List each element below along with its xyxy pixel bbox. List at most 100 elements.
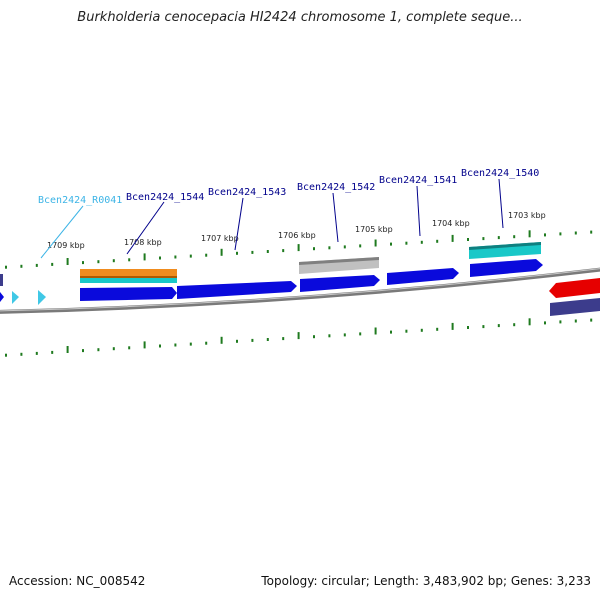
inner-tick-5: [82, 349, 84, 353]
inner-tick-19: [297, 332, 300, 340]
outer-tick-15: [236, 251, 238, 255]
gene-label-1541[interactable]: Bcen2424_1541: [379, 175, 457, 186]
outer-tick-5: [82, 261, 84, 265]
kbp-label-1705: 1705 kbp: [355, 225, 393, 234]
inner-tick-27: [420, 328, 423, 332]
gene-arrow-1541[interactable]: [387, 268, 459, 285]
gene-arrow-left-edge[interactable]: [0, 292, 4, 302]
leader-line-1544: [126, 201, 165, 255]
inner-tick-34: [528, 318, 531, 326]
outer-tick-6: [97, 260, 100, 264]
outer-tick-26: [405, 241, 408, 245]
inner-tick-23: [359, 332, 362, 336]
inner-tick-30: [467, 326, 469, 329]
leader-line-r0041: [40, 205, 84, 259]
outer-tick-0: [5, 265, 7, 269]
outer-tick-22: [343, 245, 346, 249]
outer-tick-4: [66, 258, 69, 265]
gene-label-1540[interactable]: Bcen2424_1540: [461, 168, 539, 179]
outer-tick-32: [497, 236, 500, 240]
chromosome-backbone-highlight: [0, 268, 600, 312]
outer-tick-9: [143, 253, 146, 261]
gene-arrow-1543[interactable]: [177, 281, 297, 299]
outer-tick-25: [390, 242, 392, 246]
inner-tick-14: [220, 336, 223, 344]
outer-tick-24: [374, 239, 377, 247]
outer-tick-37: [574, 231, 577, 235]
outer-tick-38: [590, 230, 593, 234]
leader-line-1543: [234, 197, 244, 251]
kbp-label-1707: 1707 kbp: [201, 234, 239, 243]
outer-tick-17: [266, 250, 269, 253]
inner-tick-24: [374, 327, 377, 335]
inner-tick-15: [236, 339, 238, 343]
outer-tick-28: [436, 239, 439, 243]
map-title: Burkholderia cenocepacia HI2424 chromoso…: [77, 10, 523, 25]
inner-tick-25: [390, 330, 392, 334]
gene-arrow-1540[interactable]: [470, 259, 543, 277]
inner-tick-11: [174, 343, 177, 347]
gene-reverse-red[interactable]: [549, 278, 600, 298]
feature-orange-1544-shade: [80, 276, 177, 278]
inner-tick-16: [251, 338, 254, 342]
outer-tick-1: [20, 264, 23, 268]
inner-tick-3: [51, 350, 54, 354]
outer-tick-36: [559, 232, 562, 236]
gene-label-1542[interactable]: Bcen2424_1542: [297, 182, 375, 193]
inner-tick-9: [143, 341, 146, 349]
accession-text: Accession: NC_008542: [9, 574, 146, 588]
outer-tick-19: [297, 244, 300, 252]
inner-tick-18: [282, 337, 285, 341]
inner-tick-0: [5, 353, 7, 357]
inner-tick-2: [35, 351, 38, 355]
outer-tick-3: [51, 262, 54, 266]
gene-label-r0041[interactable]: Bcen2424_R0041: [38, 195, 122, 206]
inner-tick-10: [159, 344, 161, 348]
outer-tick-13: [205, 253, 208, 257]
trna-arrow-2[interactable]: [38, 290, 46, 305]
inner-tick-29: [451, 322, 454, 330]
outer-tick-marks: [5, 230, 593, 269]
feature-orange-1544[interactable]: [80, 269, 177, 276]
inner-tick-6: [97, 348, 100, 352]
gene-label-1544[interactable]: Bcen2424_1544: [126, 192, 204, 203]
feature-reverse-purple[interactable]: [550, 298, 600, 316]
inner-tick-37: [574, 319, 577, 323]
outer-tick-31: [482, 237, 485, 241]
inner-tick-4: [66, 346, 69, 353]
outer-tick-11: [174, 255, 177, 259]
inner-tick-26: [405, 329, 408, 333]
leader-line-1541: [416, 185, 421, 237]
inner-tick-31: [482, 325, 485, 329]
outer-tick-18: [282, 249, 285, 253]
feature-left-edge[interactable]: [0, 274, 3, 286]
gene-label-1543[interactable]: Bcen2424_1543: [208, 187, 286, 198]
outer-tick-14: [220, 248, 223, 256]
outer-tick-34: [528, 230, 531, 238]
leader-line-1542: [332, 192, 339, 243]
kbp-label-1704: 1704 kbp: [432, 219, 470, 228]
kbp-label-1709: 1709 kbp: [47, 241, 85, 250]
trna-arrow-1[interactable]: [12, 291, 19, 304]
inner-tick-35: [544, 321, 546, 325]
feature-cyan-1544[interactable]: [80, 278, 177, 283]
gene-arrow-1544[interactable]: [80, 287, 177, 301]
topology-text: Topology: circular; Length: 3,483,902 bp…: [261, 574, 591, 588]
outer-tick-16: [251, 250, 254, 254]
outer-tick-23: [359, 244, 362, 248]
inner-tick-36: [559, 320, 562, 324]
inner-tick-17: [266, 338, 269, 341]
inner-tick-7: [112, 347, 115, 351]
inner-tick-1: [20, 352, 23, 356]
inner-tick-marks: [5, 318, 593, 357]
inner-tick-22: [343, 333, 346, 337]
outer-tick-33: [513, 235, 516, 239]
gene-arrow-1542[interactable]: [300, 275, 380, 292]
inner-tick-13: [205, 341, 208, 345]
inner-tick-38: [590, 318, 593, 322]
chromosome-backbone: [0, 267, 600, 314]
kbp-label-1708: 1708 kbp: [124, 238, 162, 247]
leader-line-1540: [498, 178, 504, 229]
outer-tick-21: [328, 246, 331, 250]
